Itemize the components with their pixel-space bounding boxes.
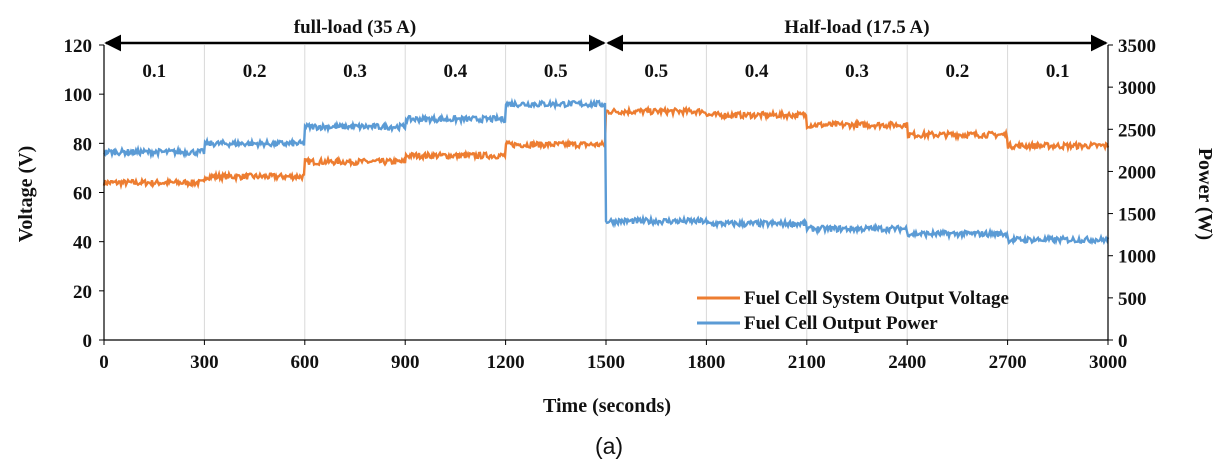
segment-label: 0.3 <box>845 61 869 82</box>
load-region-label: Half-load (17.5 A) <box>784 17 929 38</box>
y2-tick-label: 3000 <box>1118 78 1156 99</box>
segment-label: 0.4 <box>444 61 468 82</box>
y2-tick-label: 3500 <box>1118 36 1156 57</box>
segment-label: 0.5 <box>644 61 668 82</box>
segment-label: 0.5 <box>544 61 568 82</box>
segment-label: 0.2 <box>946 61 970 82</box>
y-tick-label: 60 <box>73 184 92 205</box>
segment-labels: 0.1 0.2 0.3 0.4 0.5 0.5 0.4 0.3 0.2 0.1 <box>142 61 1069 82</box>
y2-tick-label: 0 <box>1118 331 1128 352</box>
legend-label-voltage: Fuel Cell System Output Voltage <box>744 288 1009 309</box>
legend: Fuel Cell System Output Voltage Fuel Cel… <box>697 288 1009 334</box>
series-layer <box>102 97 1110 246</box>
x-tick-label: 0 <box>99 352 109 373</box>
x-tick-label: 300 <box>190 352 219 373</box>
tick-labels: 0 300 600 900 1200 1500 1800 2100 2400 2700 300002… <box>64 36 1157 373</box>
x-tick-label: 1500 <box>587 352 625 373</box>
legend-label-power: Fuel Cell Output Power <box>744 313 938 334</box>
segment-label: 0.3 <box>343 61 367 82</box>
segment-label: 0.1 <box>1046 61 1070 82</box>
y2-tick-label: 500 <box>1118 289 1147 310</box>
load-regions: full-load (35 A) Half-load (17.5 A) <box>104 17 1108 52</box>
y-tick-label: 20 <box>73 282 92 303</box>
y-tick-label: 0 <box>83 331 93 352</box>
series-line-power <box>103 97 1110 246</box>
x-tick-label: 2700 <box>989 352 1027 373</box>
x-tick-label: 2400 <box>888 352 926 373</box>
y2-tick-label: 1500 <box>1118 205 1156 226</box>
x-axis-title: Time (seconds) <box>543 395 671 417</box>
y2-tick-label: 2500 <box>1118 120 1156 141</box>
y-axis-title: Voltage (V) <box>15 146 37 242</box>
x-tick-label: 900 <box>391 352 420 373</box>
y-tick-label: 120 <box>64 36 93 57</box>
load-region-label: full-load (35 A) <box>294 17 416 38</box>
y2-axis-title: Power (W) <box>1194 148 1216 240</box>
figure-caption: (a) <box>595 433 623 459</box>
x-tick-label: 1200 <box>487 352 525 373</box>
y-tick-label: 100 <box>64 85 93 106</box>
x-tick-label: 3000 <box>1089 352 1127 373</box>
y-tick-label: 80 <box>73 134 92 155</box>
segment-label: 0.4 <box>745 61 769 82</box>
segment-label: 0.2 <box>243 61 267 82</box>
axes <box>99 44 1113 345</box>
x-tick-label: 2100 <box>788 352 826 373</box>
x-tick-label: 600 <box>291 352 320 373</box>
x-tick-label: 1800 <box>687 352 725 373</box>
y2-tick-label: 1000 <box>1118 247 1156 268</box>
y2-tick-label: 2000 <box>1118 162 1156 183</box>
segment-label: 0.1 <box>142 61 166 82</box>
y-tick-label: 40 <box>73 233 92 254</box>
